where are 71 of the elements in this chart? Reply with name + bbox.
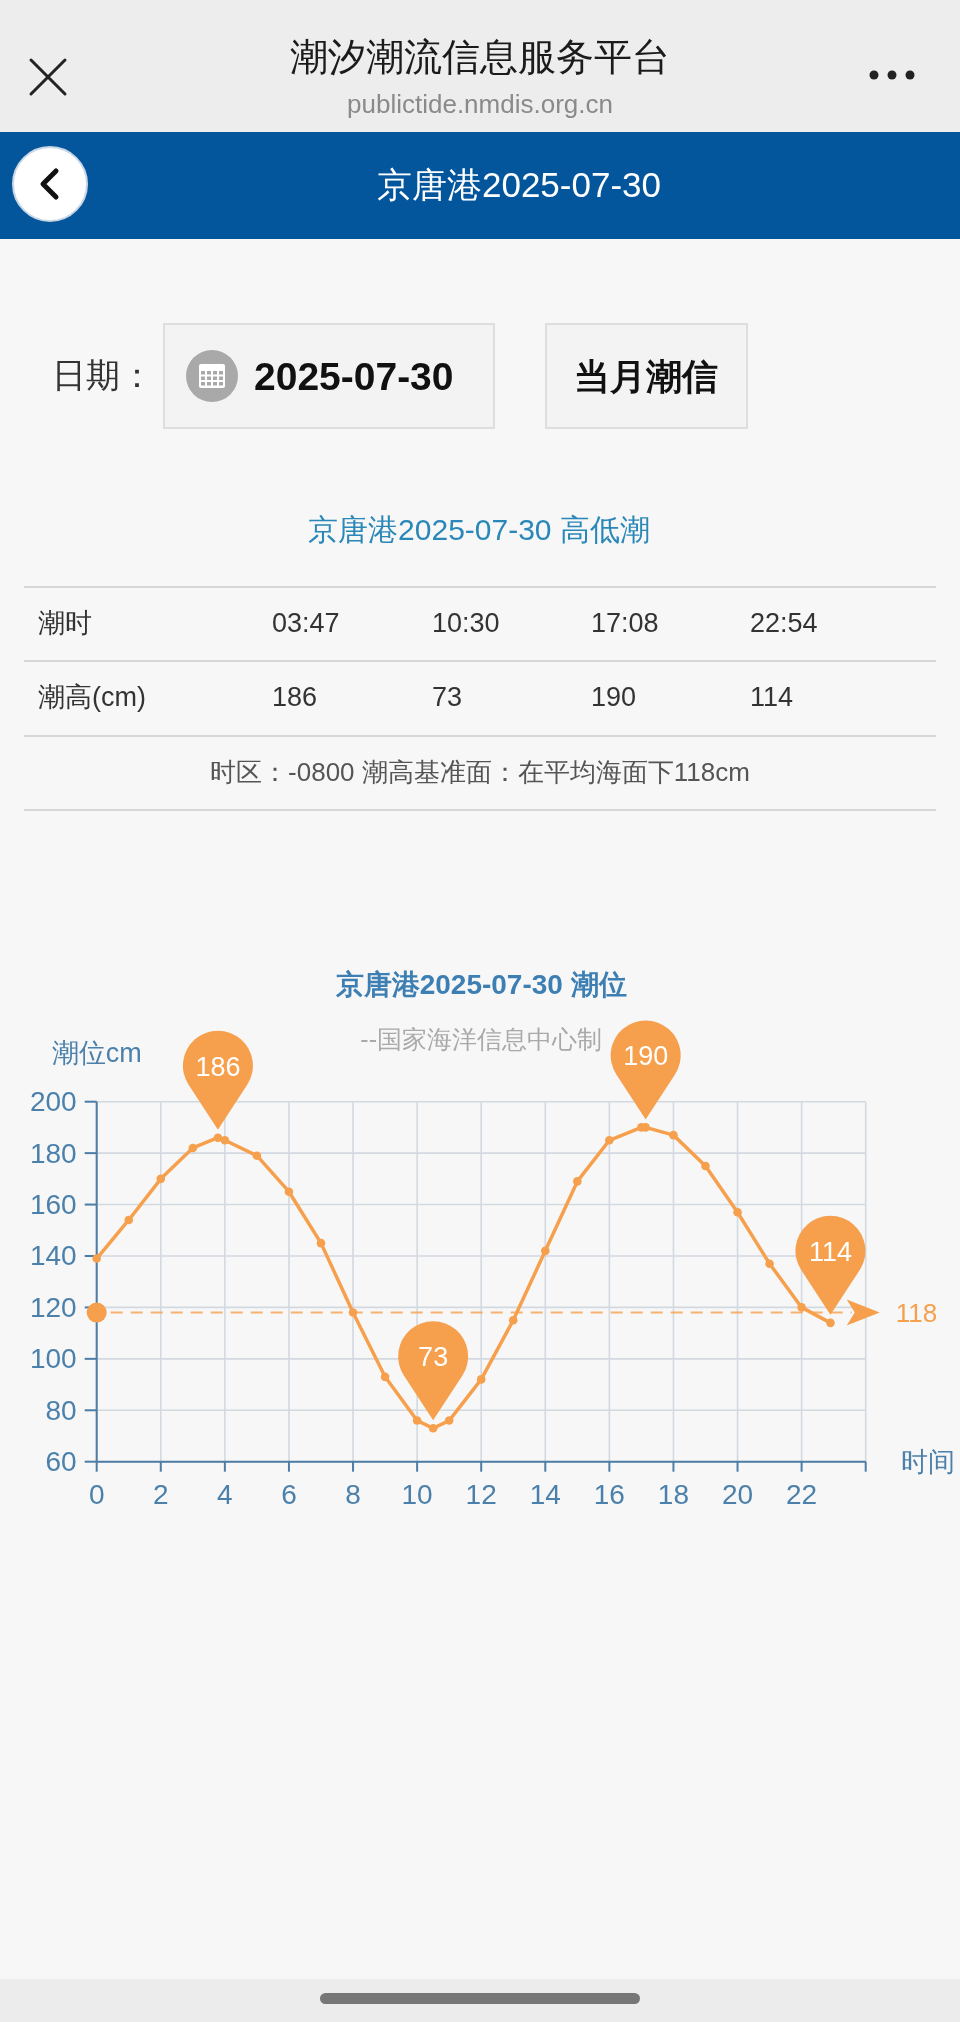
point: [573, 1177, 582, 1186]
text: 当月潮信: [574, 356, 718, 398]
y-tick-label: 60: [45, 1446, 77, 1478]
point: [92, 1254, 101, 1263]
point: [797, 1303, 806, 1312]
point: [124, 1215, 134, 1225]
text: 73: [432, 682, 463, 714]
y-tick-label: 180: [29, 1137, 77, 1169]
annotation: 114: [808, 1236, 852, 1267]
text: 日期：: [52, 356, 154, 396]
text: 03:47: [272, 608, 340, 640]
point: [669, 1130, 678, 1140]
text: 2025-07-30: [254, 354, 454, 400]
y-tick-label: 160: [29, 1189, 77, 1221]
x-axis-title: 时间: [901, 1446, 955, 1477]
ref-line-label: 118: [895, 1297, 938, 1328]
point: [188, 1143, 198, 1153]
y-tick-label: 140: [29, 1240, 77, 1272]
point: [412, 1416, 422, 1425]
point: [220, 1135, 230, 1145]
text: 10:30: [432, 608, 500, 640]
x-tick-label: 16: [593, 1479, 625, 1511]
text: 190: [591, 682, 637, 714]
point: [284, 1187, 294, 1196]
x-tick-label: 10: [401, 1479, 433, 1511]
point: [156, 1174, 166, 1184]
text: 时区：-0800 潮高基准面：在平均海面下118cm: [210, 757, 750, 788]
point: [213, 1133, 223, 1142]
text: 186: [272, 682, 318, 714]
y-tick-label: 200: [29, 1086, 77, 1118]
chart-title: 京唐港2025-07-30 潮位: [334, 968, 627, 1000]
point: [476, 1375, 486, 1384]
x-tick-label: 6: [281, 1479, 297, 1511]
point: [733, 1207, 742, 1217]
text: 京唐港2025-07-30: [376, 164, 662, 206]
x-tick-label: 8: [345, 1479, 361, 1511]
annotation: 190: [623, 1041, 669, 1072]
point: [252, 1151, 262, 1160]
text: 京唐港2025-07-30 高低潮: [308, 512, 650, 548]
point: [380, 1372, 390, 1382]
y-tick-label: 120: [29, 1291, 77, 1323]
x-tick-label: 0: [88, 1479, 105, 1511]
point: [428, 1423, 438, 1433]
text: 潮时: [38, 608, 92, 640]
text: publictide.nmdis.org.cn: [347, 89, 613, 120]
point: [540, 1246, 550, 1256]
y-tick-label: 80: [45, 1394, 77, 1426]
point: [826, 1318, 835, 1328]
y-tick-label: 100: [29, 1343, 77, 1375]
point: [508, 1315, 518, 1325]
point: [765, 1259, 774, 1268]
text: 潮高(cm): [38, 682, 146, 714]
text: 22:54: [750, 608, 818, 640]
x-tick-label: 12: [465, 1479, 497, 1511]
x-tick-label: 22: [786, 1479, 818, 1511]
x-tick-label: 14: [529, 1479, 561, 1511]
chart-subtitle: --国家海洋信息中心制: [360, 1025, 603, 1053]
point: [701, 1161, 710, 1171]
x-tick-label: 18: [657, 1479, 690, 1511]
point: [605, 1135, 614, 1145]
text: 114: [750, 682, 794, 714]
point: [316, 1238, 326, 1248]
text: 17:08: [591, 608, 659, 640]
point: [444, 1416, 454, 1425]
y-axis-title: 潮位cm: [51, 1038, 142, 1068]
annotation: 186: [195, 1051, 241, 1082]
text: 潮汐潮流信息服务平台: [290, 36, 670, 80]
annotation: 73: [418, 1342, 449, 1373]
x-tick-label: 4: [217, 1479, 233, 1511]
x-tick-label: 2: [152, 1479, 169, 1511]
x-tick-label: 20: [721, 1479, 754, 1511]
